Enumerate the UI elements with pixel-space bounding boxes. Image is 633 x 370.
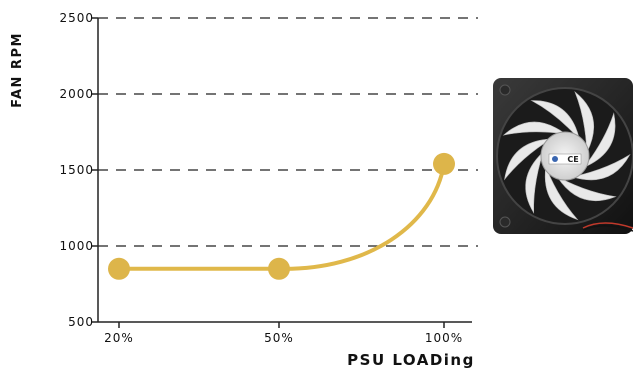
x-tick-label: 100%: [425, 331, 463, 345]
data-point-20pct: [108, 257, 130, 280]
y-tick-label: 1500: [59, 163, 94, 177]
fan-blades: [502, 91, 631, 221]
fan-badge-text: CE: [567, 155, 578, 164]
grid-lines: [98, 17, 478, 247]
fan-label: CE: [548, 153, 582, 165]
series-line: [117, 161, 446, 271]
x-ticks: 20% 50% 100%: [104, 322, 463, 345]
data-points: [108, 152, 455, 280]
data-point-50pct: [268, 257, 290, 280]
y-tick-label: 2000: [59, 87, 94, 101]
x-axis-title: PSU LOADing: [347, 351, 475, 369]
x-tick-label: 20%: [104, 331, 134, 345]
y-tick-label: 2500: [59, 11, 94, 25]
y-tick-label: 500: [68, 315, 94, 329]
y-axis-title: FAN RPM: [10, 32, 25, 108]
y-tick-label: 1000: [59, 239, 94, 253]
y-ticks: 500 1000 1500 2000 2500: [59, 11, 98, 329]
cooling-fan-icon: CE: [493, 78, 633, 234]
data-point-100pct: [433, 152, 455, 175]
x-tick-label: 50%: [264, 331, 294, 345]
